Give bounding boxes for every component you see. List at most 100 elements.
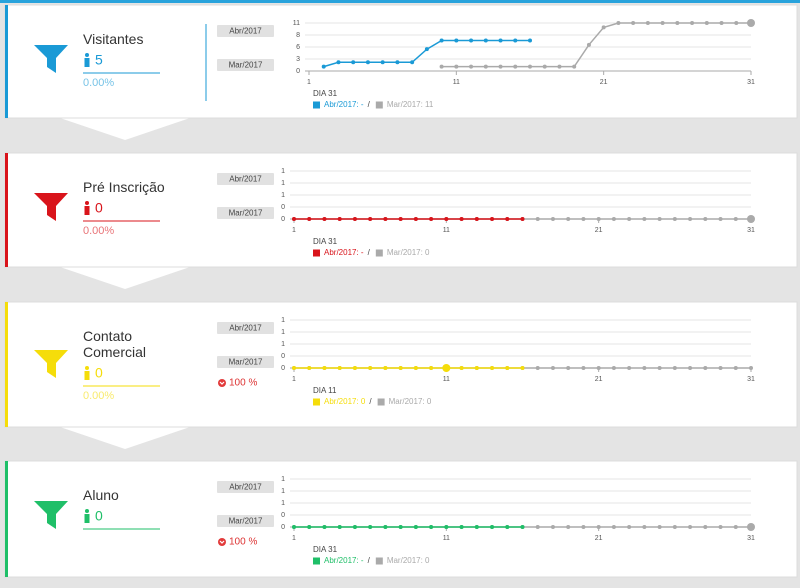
period-button[interactable] — [217, 25, 274, 37]
legend-entry: Mar/2017: 11 — [387, 100, 434, 109]
point — [542, 64, 547, 69]
funnel-icon — [34, 350, 68, 378]
legend-separator: / — [368, 248, 371, 257]
panel-accent — [5, 461, 8, 577]
panel-accent — [5, 153, 8, 267]
point — [398, 366, 403, 370]
point — [672, 217, 677, 221]
funnel-icon — [34, 193, 68, 221]
point — [442, 364, 451, 372]
point — [642, 217, 647, 221]
period-button-label: Abr/2017 — [229, 324, 262, 333]
day-label: DIA 11 — [313, 386, 337, 395]
point — [611, 217, 616, 221]
point — [337, 525, 342, 529]
point — [454, 38, 459, 43]
x-tick-label: 11 — [443, 535, 450, 542]
period-button[interactable] — [217, 481, 274, 493]
period-button-label: Mar/2017 — [229, 61, 263, 70]
x-tick-label: 21 — [595, 227, 603, 234]
point — [368, 525, 373, 529]
point — [351, 60, 356, 65]
y-tick-label: 1 — [281, 488, 285, 495]
panel — [4, 301, 798, 428]
down-icon-arrow — [219, 540, 225, 544]
x-tick-label: 11 — [443, 227, 450, 234]
person-icon — [84, 58, 90, 67]
person-icon — [85, 201, 89, 205]
point — [505, 366, 510, 370]
title-box: Aluno — [83, 487, 119, 503]
point — [566, 217, 571, 221]
panel — [4, 152, 798, 268]
point — [469, 64, 474, 69]
point — [675, 21, 680, 25]
period-button[interactable] — [217, 207, 274, 219]
funnel-icon — [34, 45, 68, 73]
y-tick-label: 1 — [281, 476, 285, 483]
point — [566, 525, 571, 529]
point — [322, 525, 327, 529]
point — [490, 366, 495, 370]
count: 0 — [95, 508, 103, 524]
point — [454, 64, 459, 69]
point — [336, 60, 341, 65]
y-tick-label: 0 — [281, 512, 285, 519]
point — [703, 525, 708, 529]
point — [719, 21, 724, 25]
point — [429, 366, 434, 370]
point — [535, 525, 540, 529]
point — [747, 215, 755, 223]
point — [657, 217, 662, 221]
legend-entry: Abr/2017: - — [324, 100, 364, 109]
connector-arrow — [60, 427, 190, 449]
panel — [4, 460, 798, 578]
point — [733, 525, 738, 529]
point — [413, 366, 418, 370]
point — [439, 38, 444, 43]
point — [520, 366, 525, 370]
point — [535, 217, 540, 221]
point — [513, 38, 518, 43]
person-icon — [84, 371, 90, 380]
point — [550, 366, 555, 370]
period-button[interactable] — [217, 515, 274, 527]
period-button[interactable] — [217, 173, 274, 185]
x-tick-label: 31 — [747, 227, 755, 234]
point — [398, 525, 403, 529]
y-tick-label: 0 — [281, 524, 285, 531]
top-bar — [0, 0, 800, 3]
point — [483, 64, 488, 69]
connector-arrow — [60, 267, 190, 289]
y-tick-label: 1 — [281, 180, 285, 187]
point — [498, 64, 503, 69]
panel-title: Visitantes — [83, 31, 144, 47]
point — [490, 525, 495, 529]
legend-swatch — [313, 557, 320, 565]
point — [469, 38, 474, 43]
legend-entry: Mar/2017: 0 — [387, 248, 430, 257]
period-button[interactable] — [217, 356, 274, 368]
point — [352, 217, 357, 221]
point — [596, 217, 601, 221]
y-tick-label: 1 — [281, 317, 285, 324]
period-button[interactable] — [217, 59, 274, 71]
point — [383, 366, 388, 370]
legend-entry: Mar/2017: 0 — [389, 397, 432, 406]
y-tick-label: 1 — [281, 329, 285, 336]
point — [627, 366, 632, 370]
down-icon-arrow — [219, 381, 225, 385]
point — [398, 217, 403, 221]
y-tick-label: 0 — [281, 204, 285, 211]
percent: 0.00% — [83, 225, 114, 237]
y-tick-label: 0 — [281, 216, 285, 223]
x-tick-label: 1 — [292, 227, 296, 234]
point — [566, 366, 571, 370]
period-button-label: Abr/2017 — [229, 483, 262, 492]
point — [657, 366, 662, 370]
y-tick-label: 1 — [281, 341, 285, 348]
point — [586, 42, 591, 47]
point — [631, 21, 636, 25]
person-icon — [85, 366, 89, 370]
period-button[interactable] — [217, 322, 274, 334]
